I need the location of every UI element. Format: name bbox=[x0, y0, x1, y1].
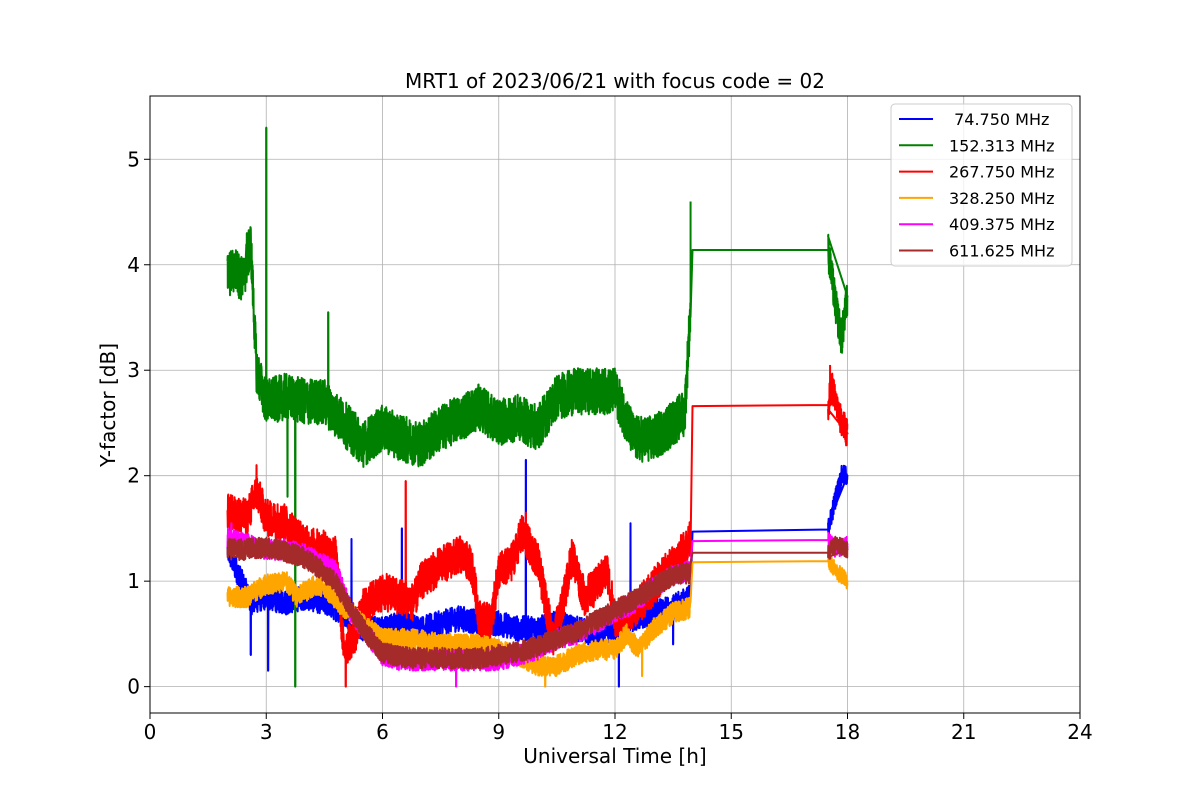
legend-label: 328.250 MHz bbox=[949, 189, 1054, 208]
y-tick-label: 2 bbox=[127, 464, 140, 488]
x-tick-label: 6 bbox=[376, 720, 389, 744]
x-tick-label: 21 bbox=[951, 720, 976, 744]
x-tick-label: 24 bbox=[1067, 720, 1092, 744]
legend-label: 611.625 MHz bbox=[949, 242, 1054, 261]
x-tick-label: 0 bbox=[144, 720, 157, 744]
legend-label: 409.375 MHz bbox=[949, 215, 1054, 234]
x-tick-label: 12 bbox=[602, 720, 627, 744]
x-axis-label: Universal Time [h] bbox=[523, 744, 706, 768]
series-line bbox=[226, 126, 849, 688]
y-tick-label: 4 bbox=[127, 253, 140, 277]
legend-label: 267.750 MHz bbox=[949, 163, 1054, 182]
legend-box bbox=[890, 103, 1073, 267]
series-layer bbox=[226, 126, 849, 688]
legend-label: 152.313 MHz bbox=[949, 136, 1054, 155]
y-tick-label: 0 bbox=[127, 675, 140, 699]
legend-label: 74.750 MHz bbox=[949, 110, 1049, 129]
x-tick-label: 9 bbox=[492, 720, 505, 744]
series-line bbox=[226, 553, 849, 688]
x-tick-label: 3 bbox=[260, 720, 273, 744]
chart-title: MRT1 of 2023/06/21 with focus code = 02 bbox=[405, 69, 825, 93]
y-axis-label: Y-factor [dB] bbox=[96, 343, 120, 468]
legend: 74.750 MHz 152.313 MHz 267.750 MHz 328.250 … bbox=[890, 103, 1073, 267]
y-tick-label: 5 bbox=[127, 147, 140, 171]
y-tick-label: 3 bbox=[127, 358, 140, 382]
x-tick-label: 15 bbox=[719, 720, 744, 744]
x-tick-label: 18 bbox=[835, 720, 860, 744]
y-tick-label: 1 bbox=[127, 569, 140, 593]
series-line bbox=[226, 535, 849, 670]
